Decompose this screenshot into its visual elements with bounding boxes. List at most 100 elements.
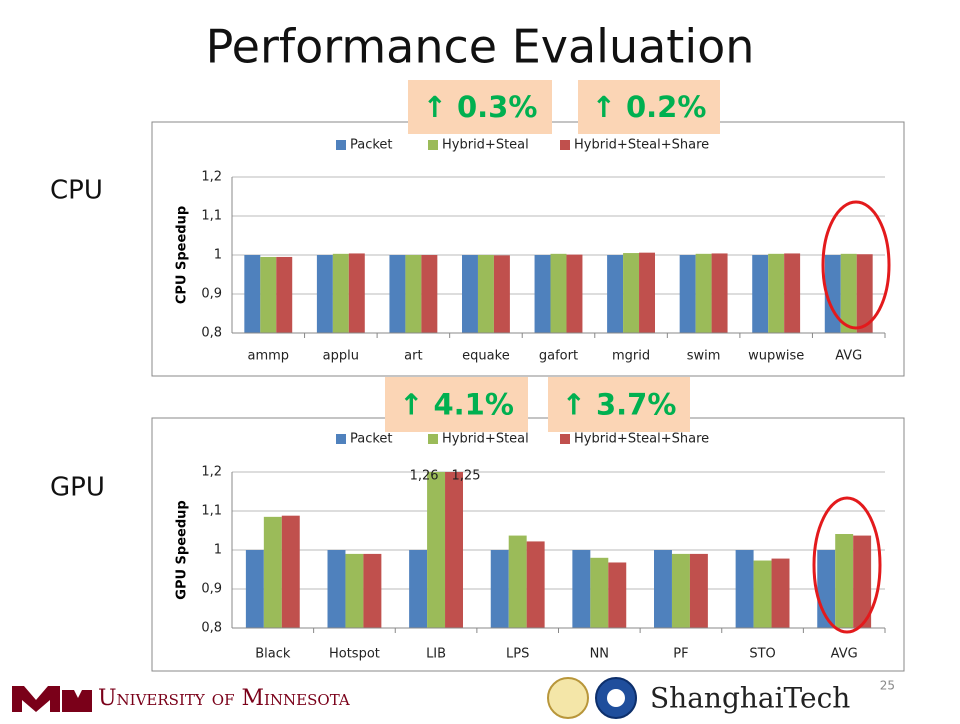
y-tick-label: 1,2 — [201, 465, 222, 480]
bar — [332, 253, 349, 333]
legend-label: Hybrid+Steal — [442, 138, 529, 153]
bar — [590, 557, 609, 628]
bar — [695, 253, 712, 333]
x-tick-label: art — [404, 349, 422, 364]
bar — [768, 253, 785, 333]
legend-swatch — [336, 434, 346, 444]
highlight-ellipse — [821, 200, 891, 330]
x-tick-label: LPS — [506, 647, 529, 662]
section-label: GPU — [50, 473, 105, 503]
bar — [771, 558, 790, 628]
bar — [281, 515, 300, 628]
partner-name: ShanghaiTech — [650, 682, 850, 715]
annotation: ↑ 4.1% — [399, 388, 514, 422]
x-tick-label: AVG — [835, 349, 862, 364]
annotation: ↑ 0.3% — [423, 90, 538, 124]
bar — [607, 255, 624, 333]
legend-swatch — [336, 140, 346, 150]
y-tick-label: 1,1 — [201, 504, 222, 519]
x-tick-label: swim — [687, 349, 721, 364]
bar — [409, 550, 428, 628]
bar — [389, 255, 406, 333]
bar — [679, 255, 696, 333]
bar — [427, 472, 446, 628]
bar — [835, 534, 854, 628]
bar — [263, 516, 282, 628]
bar — [534, 255, 551, 333]
legend-swatch — [428, 434, 438, 444]
section-label: CPU — [50, 176, 103, 206]
bar — [566, 254, 583, 333]
bar — [445, 472, 463, 628]
annotation-box — [548, 377, 690, 432]
bar — [654, 550, 672, 628]
annotation: ↑ 3.7% — [562, 388, 677, 422]
y-axis-label: GPU Speedup — [175, 500, 190, 599]
bar — [526, 541, 545, 628]
annotation: ↑ 0.2% — [592, 90, 707, 124]
bar — [752, 255, 769, 333]
x-tick-label: equake — [462, 349, 510, 364]
x-tick-label: gafort — [539, 349, 578, 364]
bar — [856, 254, 873, 333]
bar — [245, 550, 264, 628]
y-tick-label: 1,1 — [201, 209, 222, 224]
bar — [853, 535, 872, 628]
bar — [840, 253, 857, 333]
bar — [363, 553, 382, 628]
legend-swatch — [428, 140, 438, 150]
umn-logo — [12, 686, 92, 712]
bar — [671, 553, 690, 628]
bar — [421, 255, 438, 333]
bar — [276, 256, 293, 333]
bar — [345, 553, 364, 628]
bar — [477, 255, 494, 333]
bar — [462, 255, 478, 333]
x-tick-label: PF — [673, 647, 688, 662]
y-tick-label: 0,9 — [201, 582, 222, 597]
x-tick-label: applu — [323, 349, 359, 364]
partner-logo — [547, 677, 589, 719]
x-tick-label: ammp — [248, 349, 290, 364]
legend-label: Packet — [350, 432, 393, 447]
x-tick-label: STO — [749, 647, 775, 662]
x-tick-label: LIB — [426, 647, 446, 662]
y-tick-label: 0,9 — [201, 287, 222, 302]
bar — [711, 253, 728, 333]
y-tick-label: 1 — [214, 543, 222, 558]
annotation-box — [408, 80, 552, 134]
data-label: 1,25 — [452, 469, 481, 484]
page-number: 25 — [880, 679, 895, 693]
bar — [824, 255, 841, 333]
x-tick-label: wupwise — [748, 349, 804, 364]
y-tick-label: 0,8 — [201, 621, 222, 636]
data-label: 1,26 — [410, 469, 439, 484]
y-tick-label: 1,2 — [201, 170, 222, 185]
bar — [784, 253, 801, 333]
bar — [623, 253, 640, 333]
bar — [753, 560, 772, 628]
bar — [260, 256, 277, 333]
y-tick-label: 1 — [214, 248, 222, 263]
bar — [735, 550, 754, 628]
legend-label: Hybrid+Steal — [442, 432, 529, 447]
bar — [405, 255, 422, 333]
bars — [245, 472, 872, 628]
bar — [508, 535, 527, 628]
bars — [244, 252, 873, 333]
legend-label: Hybrid+Steal+Share — [574, 432, 709, 447]
x-tick-label: Black — [255, 647, 291, 662]
legend-label: Packet — [350, 138, 393, 153]
bar — [493, 255, 510, 333]
x-tick-label: NN — [590, 647, 609, 662]
y-tick-label: 0,8 — [201, 326, 222, 341]
annotation-box — [385, 377, 528, 432]
highlight-ellipse — [812, 496, 882, 634]
university-name: University of Minnesota — [98, 686, 350, 711]
legend-label: Hybrid+Steal+Share — [574, 138, 709, 153]
bar — [490, 550, 509, 628]
x-tick-label: mgrid — [612, 349, 650, 364]
y-axis-label: CPU Speedup — [175, 206, 190, 304]
bar — [608, 562, 627, 628]
